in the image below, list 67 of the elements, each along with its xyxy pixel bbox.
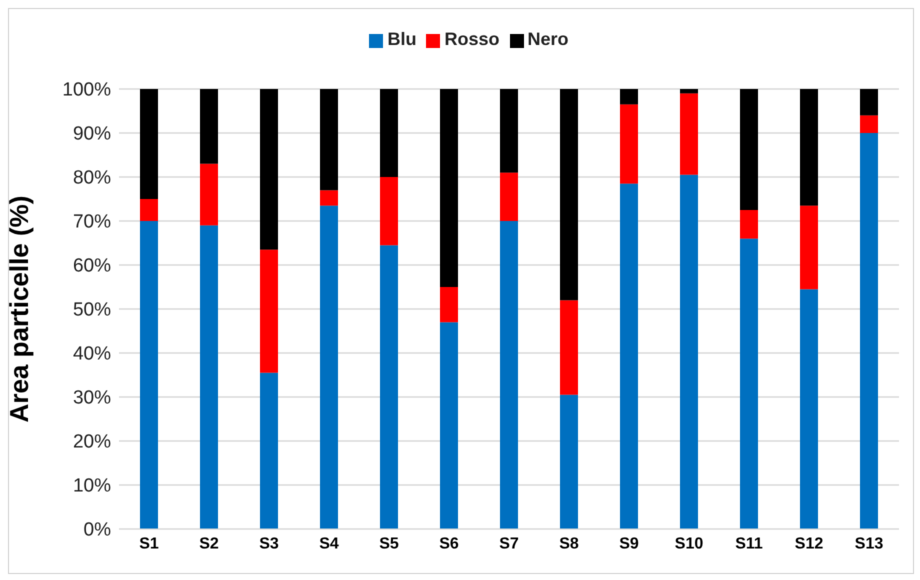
x-tick-label: S6 <box>439 535 459 552</box>
x-tick-label: S8 <box>559 535 579 552</box>
bar <box>200 225 218 529</box>
bar <box>500 172 518 221</box>
y-tick-label: 0% <box>84 520 112 541</box>
legend-label: Blu <box>387 29 416 49</box>
bar <box>560 300 578 395</box>
bar <box>560 89 578 300</box>
bar <box>560 394 578 529</box>
bar <box>620 184 638 529</box>
bar <box>320 206 338 529</box>
y-tick-label: 40% <box>72 344 112 365</box>
x-tick-label: S9 <box>619 535 639 552</box>
y-tick-label: 10% <box>72 476 112 497</box>
y-tick-label: 70% <box>72 212 112 233</box>
bar <box>320 190 338 206</box>
bar <box>740 238 758 529</box>
x-tick-label: S3 <box>259 535 279 552</box>
bar <box>800 289 818 529</box>
bar <box>440 89 458 287</box>
x-tick-label: S12 <box>794 535 824 552</box>
bar <box>800 206 818 290</box>
bar <box>680 93 698 175</box>
bar <box>380 245 398 529</box>
bar <box>200 164 218 226</box>
y-tick-label: 20% <box>72 432 112 453</box>
bar <box>200 89 218 164</box>
y-tick-label: 30% <box>72 388 112 409</box>
bar <box>260 372 278 529</box>
x-tick-label: S13 <box>854 535 884 552</box>
bar <box>440 322 458 529</box>
y-tick-label: 100% <box>62 80 112 101</box>
bar <box>740 89 758 210</box>
y-tick-label: 90% <box>72 124 112 145</box>
bar <box>140 221 158 529</box>
bar <box>620 104 638 184</box>
bar <box>380 89 398 177</box>
bar <box>140 199 158 221</box>
bar <box>800 89 818 206</box>
bar <box>860 89 878 116</box>
bar <box>380 177 398 246</box>
bar <box>620 89 638 104</box>
bar <box>500 221 518 529</box>
y-tick-label: 60% <box>72 256 112 277</box>
bar <box>500 89 518 173</box>
y-axis-title: Area particelle (%) <box>4 196 34 422</box>
x-tick-label: S10 <box>674 535 704 552</box>
y-tick-label: 50% <box>72 300 112 321</box>
bar <box>320 89 338 190</box>
x-tick-label: S4 <box>319 535 339 552</box>
bar <box>260 250 278 373</box>
bar <box>140 89 158 199</box>
x-tick-label: S5 <box>379 535 399 552</box>
legend-label: Nero <box>528 29 569 49</box>
bar <box>740 210 758 239</box>
x-tick-label: S2 <box>199 535 219 552</box>
x-tick-label: S1 <box>139 535 159 552</box>
bar <box>860 133 878 529</box>
bar <box>680 174 698 529</box>
bar <box>440 287 458 322</box>
bar <box>860 115 878 133</box>
x-tick-label: S11 <box>735 535 763 552</box>
bar <box>680 89 698 94</box>
bar <box>260 89 278 250</box>
legend-label: Rosso <box>444 29 500 49</box>
y-tick-label: 80% <box>72 168 112 189</box>
x-tick-label: S7 <box>499 535 519 552</box>
